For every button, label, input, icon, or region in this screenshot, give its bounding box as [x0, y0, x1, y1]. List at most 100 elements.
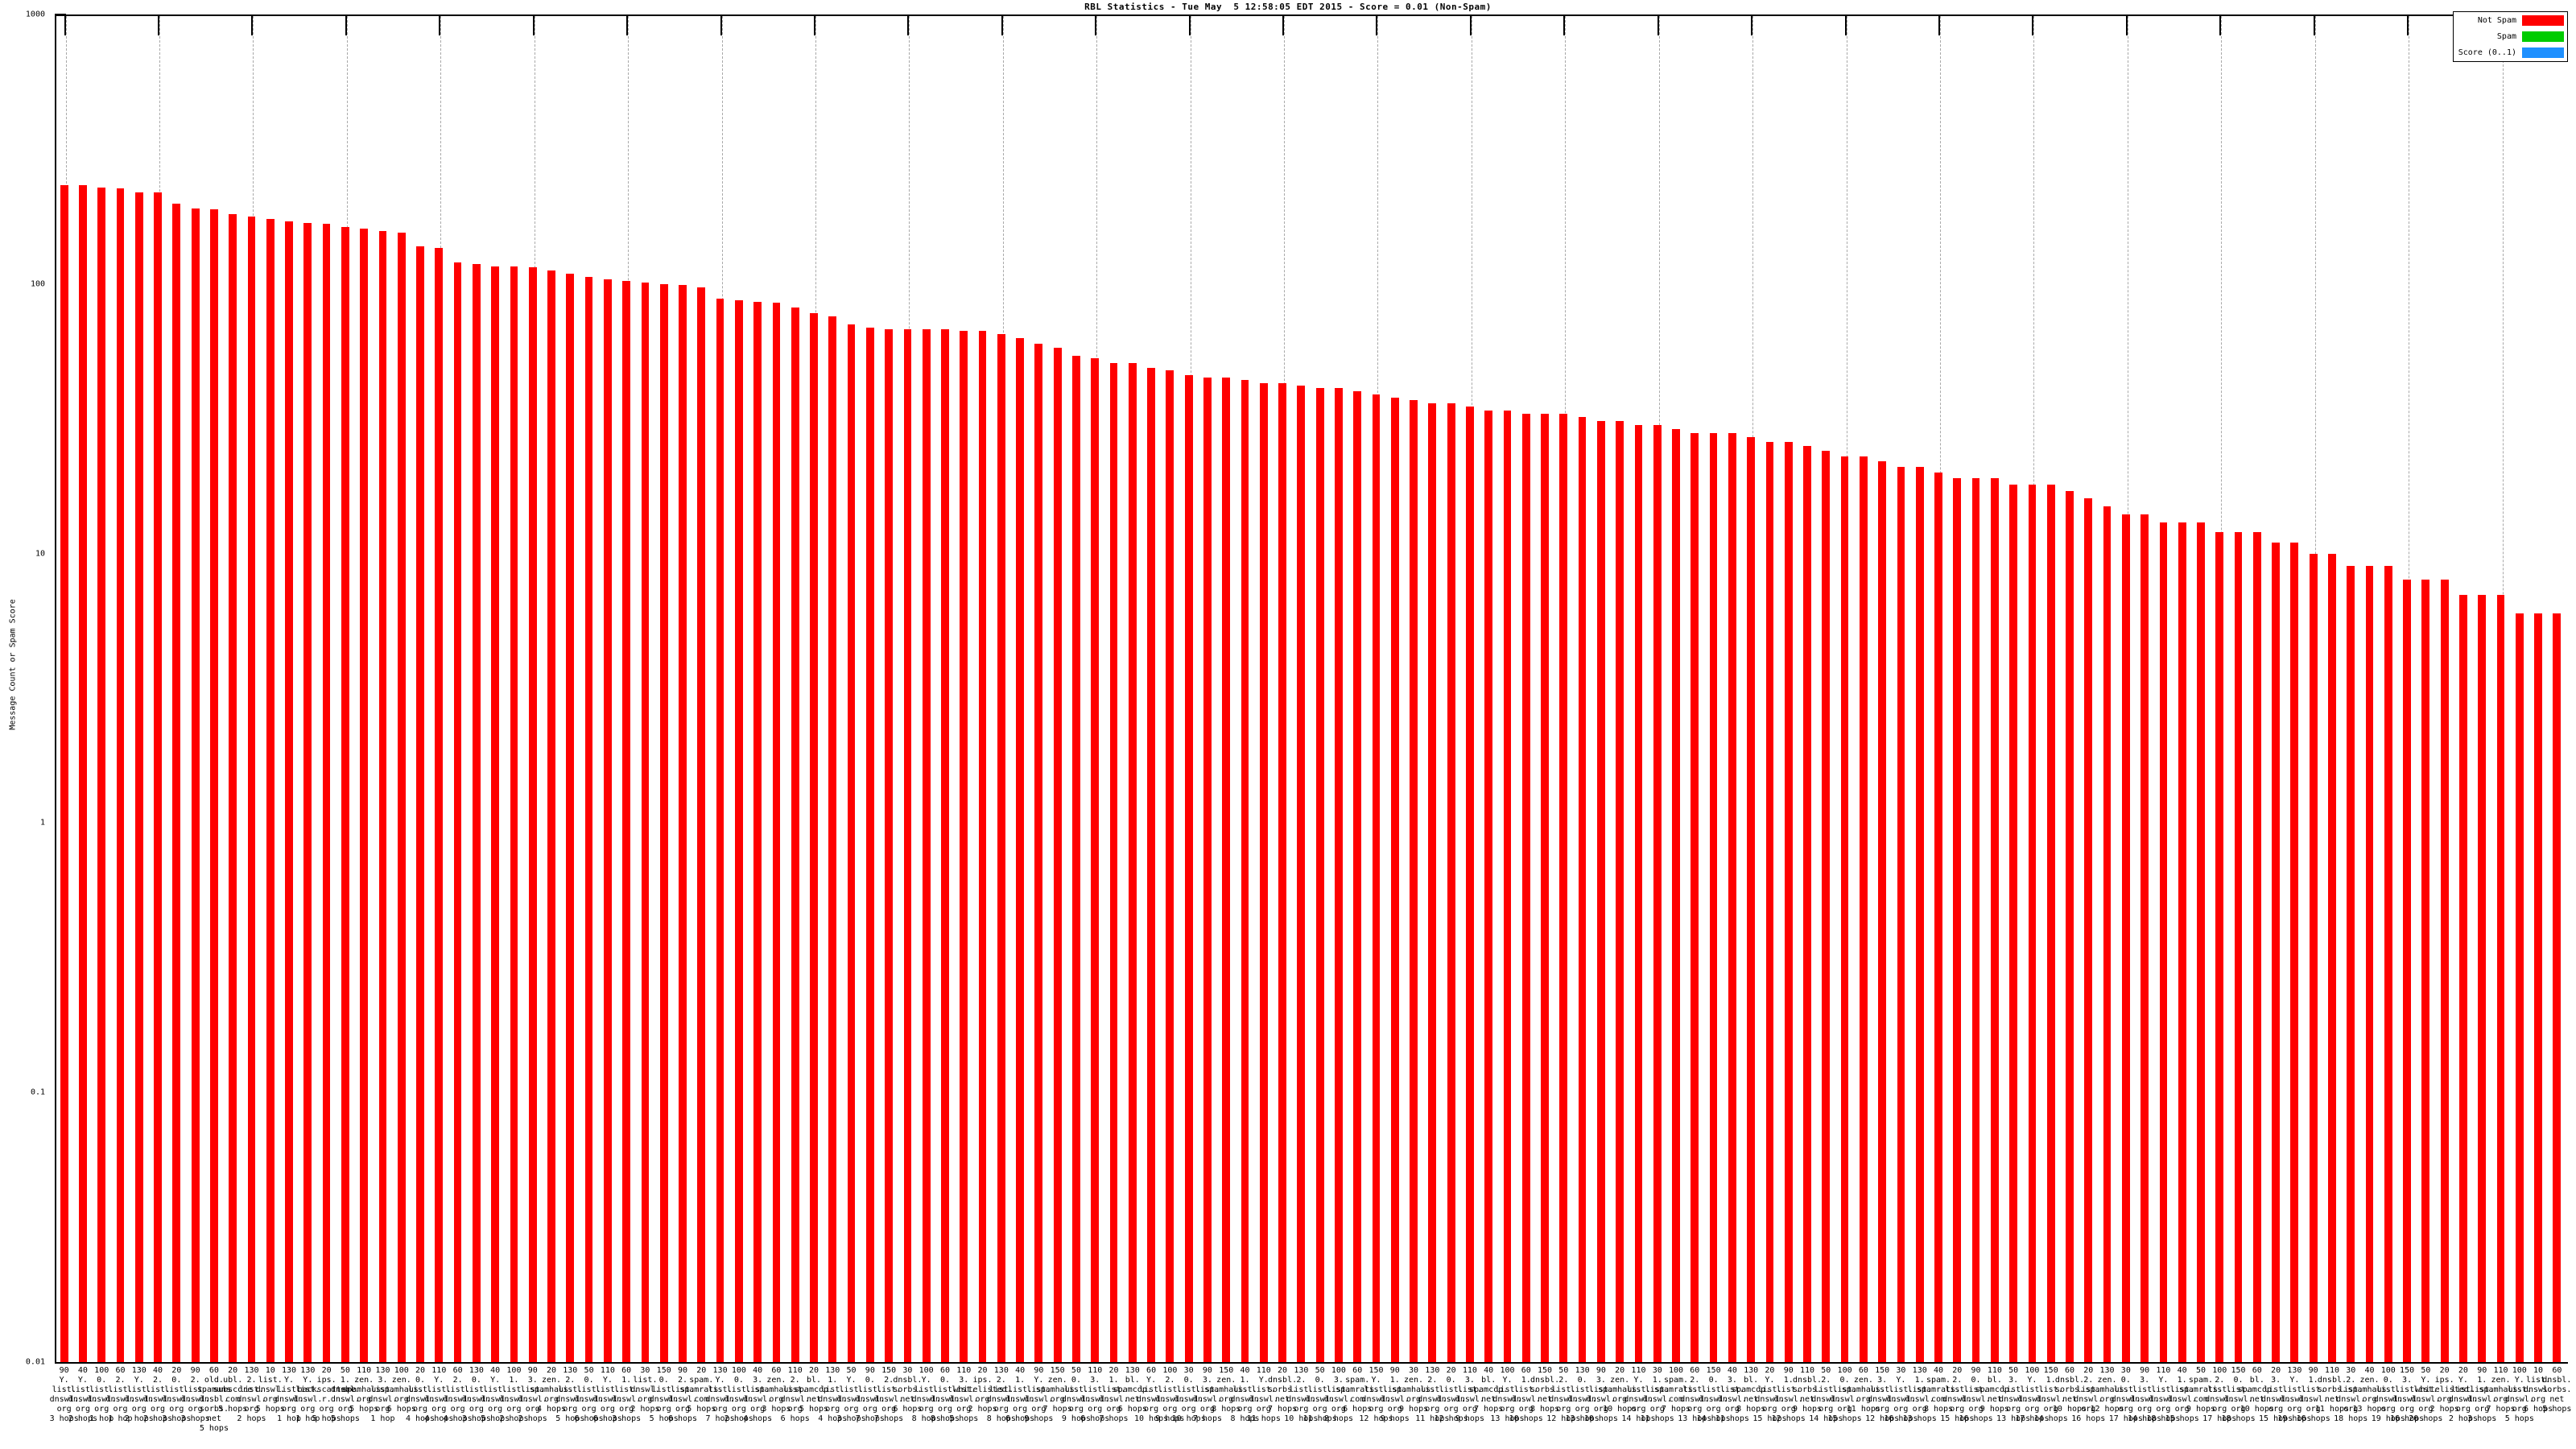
x-tick-label: 20 Y. list. dnswl. org 15 hops [1752, 1366, 1787, 1423]
x-tick-label: 60 dnsbl. sorbs. net 10 hops [2052, 1366, 2087, 1414]
x-major-tick [1469, 14, 1472, 35]
x-tick-label: 40 3. list. dnswl. org 4 hops [743, 1366, 773, 1423]
y-tick-label: 10 [35, 549, 45, 559]
bar [1184, 374, 1193, 1362]
bar [172, 203, 181, 1362]
x-tick-label: 130 zen. spamhaus. org 12 hops [2085, 1366, 2129, 1414]
x-tick-label: 60 Y. list. dnswl. org 10 hops [1134, 1366, 1169, 1423]
x-tick-label: 30 1. list. dnswl. org 11 hops [1640, 1366, 1674, 1423]
x-tick-label: 60 0. list. dnswl. org 8 hops [930, 1366, 960, 1423]
x-tick-label: 30 list. dnswl. org 2 hops [630, 1366, 660, 1414]
legend-label: Not Spam [2477, 16, 2516, 25]
bar [1016, 337, 1024, 1362]
x-major-tick [251, 14, 254, 35]
x-tick-label: 130 3. list. dnswl. org 1 hop [368, 1366, 398, 1423]
x-tick-label: 100 3. list. dnswl. org 8 hops [1323, 1366, 1353, 1423]
y-tick-label: 1 [39, 818, 45, 828]
bar [2328, 553, 2336, 1362]
x-major-tick [1751, 14, 1753, 35]
bar [1428, 403, 1437, 1362]
bar [397, 233, 406, 1362]
bar [641, 283, 650, 1362]
bar [378, 231, 387, 1362]
x-tick-label: 40 spam. spamrats. com 8 hops [1916, 1366, 1961, 1414]
x-tick-label: 20 spam. spamrats. com 5 hops [679, 1366, 724, 1414]
bar [1278, 382, 1286, 1362]
bar [1747, 437, 1756, 1362]
x-tick-label: 110 3. list. dnswl. org 5 hops [949, 1366, 979, 1423]
bar [2478, 595, 2487, 1362]
x-tick-label: 150 3. list. dnswl. org 16 hops [2390, 1366, 2425, 1423]
bar [1541, 414, 1549, 1362]
bar [2084, 498, 2093, 1362]
x-tick-label: 20 2. list. dnswl. org 16 hops [2071, 1366, 2106, 1423]
bar [341, 226, 349, 1362]
legend-label: Spam [2496, 32, 2516, 41]
bar [2403, 580, 2411, 1362]
x-tick-label: 150 zen. spamhaus. org 7 hops [1035, 1366, 1080, 1414]
x-tick-label: 130 bl. spamcop. net 8 hops [1732, 1366, 1771, 1414]
bar [2459, 595, 2467, 1362]
legend-item: Score (0..1) [2458, 47, 2564, 58]
bar [1672, 428, 1680, 1362]
x-tick-label: 20 bl. spamcop. net 5 hops [794, 1366, 834, 1414]
x-tick-label: 40 1. list. dnswl. org 15 hops [2165, 1366, 2199, 1423]
y-tick-label: 1000 [25, 10, 45, 19]
x-tick-label: 90 3. list. dnswl. org 7 hops [1192, 1366, 1222, 1423]
x-major-tick [1095, 14, 1097, 35]
x-tick-label: 130 1. list. dnswl. org 4 hops [818, 1366, 848, 1423]
x-tick-label: 60 2. list. dnswl. org 13 hops [1678, 1366, 1712, 1423]
bar [1091, 358, 1100, 1362]
bar [491, 266, 500, 1362]
x-tick-label: 100 Y. list. dnswl. org 13 hops [1490, 1366, 1525, 1423]
x-tick-label: 90 1. list. dnswl. org 9 hops [1380, 1366, 1410, 1423]
x-tick-label: 130 0. list. dnswl. org 3 hops [461, 1366, 491, 1423]
x-major-tick [626, 14, 629, 35]
x-tick-label: 150 0. list. dnswl. org 14 hops [1696, 1366, 1731, 1423]
x-tick-label: 40 Y. list. dnswl. org 5 hops [481, 1366, 510, 1423]
x-tick-label: 60 2. list. dnswl. org 4 hops [443, 1366, 473, 1423]
x-tick-label: 30 0. list. dnswl. org 17 hops [2108, 1366, 2143, 1423]
bar [2347, 565, 2355, 1362]
x-tick-label: 150 dnsbl. sorbs. net 8 hops [1530, 1366, 1560, 1414]
bar [2009, 485, 2017, 1362]
x-tick-label: 20 2. list. dnswl. org 15 hops [1940, 1366, 1975, 1423]
bar [1147, 367, 1155, 1362]
x-tick-label: 60 bl. spamcop. net 10 hops [2237, 1366, 2277, 1414]
bar [2103, 506, 2112, 1362]
x-major-tick [2125, 14, 2128, 35]
x-tick-label: 130 2. list. dnswl. org 5 hops [555, 1366, 585, 1423]
bar [2121, 514, 2130, 1362]
bar [1466, 407, 1474, 1362]
bar [1222, 377, 1231, 1362]
bar [1971, 478, 1980, 1362]
bar [1915, 466, 1924, 1362]
x-tick-label: 60 1. list. dnswl. org 10 hops [1509, 1366, 1543, 1423]
x-tick-label: 50 0. list. dnswl. org 9 hops [1061, 1366, 1092, 1423]
bar [603, 279, 612, 1362]
bar [2066, 491, 2074, 1362]
bar [303, 223, 312, 1362]
bar [2290, 542, 2299, 1362]
x-tick-label: 30 2. list. dnswl. org 18 hops [2334, 1366, 2368, 1423]
x-tick-label: 110 zen. spamhaus. org 5 hops [342, 1366, 386, 1414]
bar [154, 192, 162, 1362]
bar [978, 331, 987, 1362]
x-tick-label: 130 0. list. dnswl. org 13 hops [1565, 1366, 1600, 1423]
y-tick-label: 100 [30, 279, 45, 289]
bar [2140, 514, 2149, 1362]
x-tick-label: 10 list. dnswl. org 5 hops [255, 1366, 285, 1414]
bar [1709, 432, 1718, 1362]
x-tick-label: 40 1. list. dnswl. org 8 hops [1230, 1366, 1260, 1423]
x-tick-label: 150 0. list. dnswl. org 5 hops [649, 1366, 679, 1423]
bar [528, 267, 537, 1362]
x-tick-label: 20 0. list. dnswl. org 3 hops [162, 1366, 192, 1423]
x-tick-label: 20 dnsbl. sorbs. net 7 hops [1268, 1366, 1298, 1414]
bar [2553, 613, 2562, 1362]
x-tick-label: 130 Y. list. dnswl. org 1 hop [274, 1366, 304, 1423]
x-tick-label: 60 2. list. dnswl. org 1 hop [105, 1366, 135, 1423]
bar [847, 324, 856, 1362]
bar [2272, 542, 2280, 1362]
x-major-tick [1376, 14, 1378, 35]
